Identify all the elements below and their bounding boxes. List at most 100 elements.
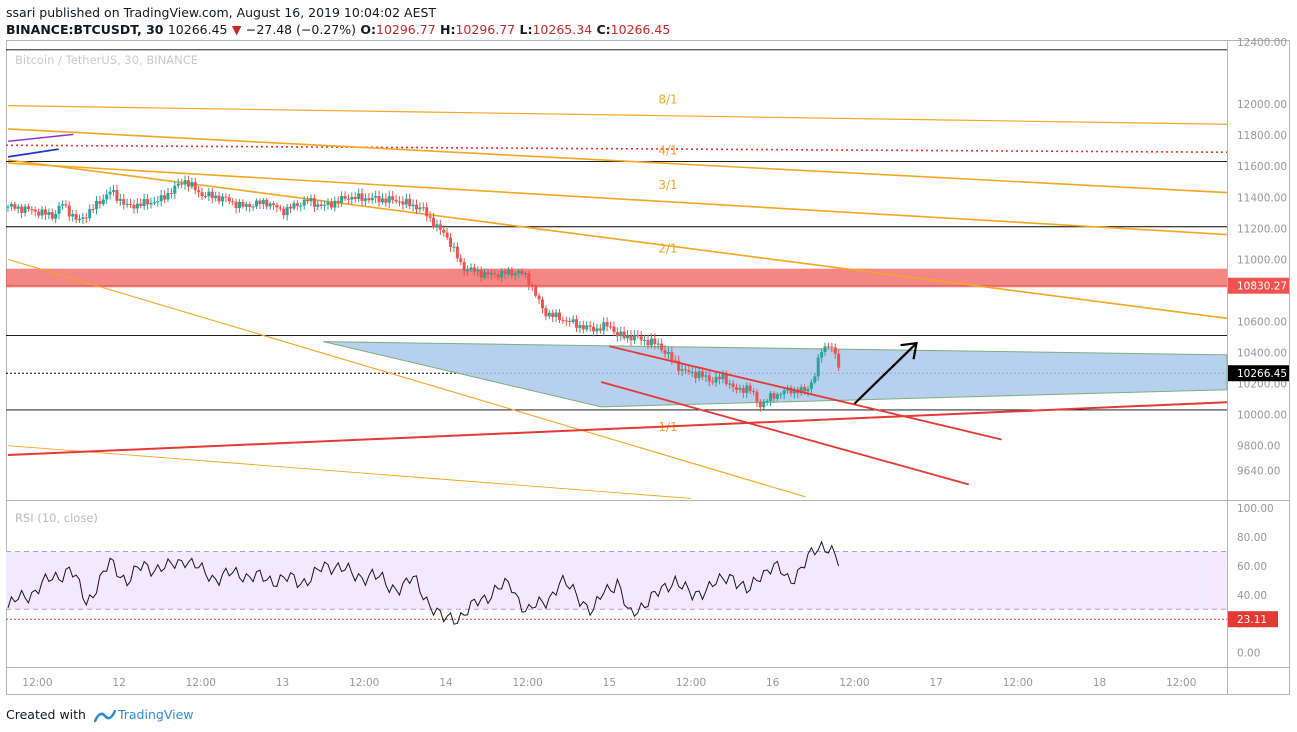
- rsi-tick-label: 40.00: [1237, 590, 1267, 602]
- candle-body: [663, 350, 667, 354]
- candle-body: [724, 374, 728, 385]
- candle-body: [683, 369, 687, 371]
- fib-fan-line: [7, 258, 806, 498]
- candle-body: [391, 196, 395, 200]
- candle-body: [261, 199, 265, 205]
- candle-body: [397, 201, 401, 203]
- chart-canvas[interactable]: 8/14/13/12/11/1 12400.0012000.0011800.00…: [0, 0, 1297, 700]
- candle-body: [646, 339, 650, 346]
- candle-body: [251, 206, 255, 208]
- candle-body: [510, 269, 514, 276]
- candle-body: [231, 201, 235, 203]
- created-with-label: Created with: [6, 707, 86, 722]
- candle-body: [476, 269, 480, 272]
- candle-body: [711, 381, 715, 383]
- candle-body: [503, 270, 507, 275]
- candle-body: [500, 270, 504, 278]
- candle-body: [88, 209, 92, 219]
- candle-body: [312, 198, 316, 207]
- candle-body: [169, 192, 173, 194]
- candle-body: [333, 200, 337, 208]
- tradingview-logo-icon: [93, 709, 116, 722]
- candle-body: [564, 320, 568, 322]
- candle-body: [360, 193, 364, 201]
- candle-body: [530, 284, 534, 287]
- candle-body: [694, 371, 698, 379]
- candle-body: [200, 192, 204, 197]
- candle-body: [813, 376, 817, 383]
- candle-body: [319, 204, 323, 206]
- price-tick-label: 11400.00: [1237, 192, 1287, 204]
- candle-body: [629, 335, 633, 341]
- time-tick-label: 15: [603, 677, 616, 689]
- symbol-label[interactable]: BINANCE:BTCUSDT, 30: [6, 22, 164, 37]
- candle-body: [649, 338, 653, 346]
- chart-frame: [6, 40, 1290, 695]
- symbol-ohlc-line: BINANCE:BTCUSDT, 30 10266.45 ▼ −27.48 (−…: [6, 22, 670, 37]
- candle-body: [394, 199, 398, 202]
- fib-label: 4/1: [658, 144, 677, 158]
- time-tick-label: 16: [766, 677, 780, 689]
- low-label: L:: [519, 22, 533, 37]
- candle-body: [142, 198, 146, 207]
- price-change: −27.48 (−0.27%): [245, 22, 357, 37]
- candle-body: [418, 207, 422, 210]
- candle-body: [306, 199, 310, 202]
- candle-body: [326, 202, 330, 205]
- candle-body: [677, 360, 681, 371]
- blue-drawing-line: [7, 148, 59, 158]
- candle-body: [823, 346, 827, 352]
- fib-label: 2/1: [658, 241, 677, 255]
- candle-body: [700, 371, 704, 377]
- candle-body: [571, 319, 575, 323]
- candle-body: [639, 336, 643, 341]
- candle-body: [643, 339, 647, 341]
- candle-body: [285, 206, 289, 216]
- price-tick-label: 10600.00: [1237, 316, 1287, 328]
- tradingview-brand-link[interactable]: TradingView: [117, 707, 194, 722]
- candle-body: [57, 205, 61, 214]
- candle-body: [241, 202, 245, 207]
- close-value: 10266.45: [610, 22, 671, 37]
- candle-body: [830, 346, 834, 348]
- candle-body: [387, 196, 391, 203]
- time-tick-label: 12:00: [186, 677, 216, 689]
- candle-body: [26, 206, 30, 210]
- time-tick-label: 12:00: [512, 677, 542, 689]
- candle-body: [408, 198, 412, 207]
- candle-body: [673, 360, 677, 362]
- price-tick-label: 10400.00: [1237, 348, 1287, 360]
- candle-body: [173, 185, 177, 194]
- candle-body: [108, 191, 112, 195]
- candle-body: [84, 217, 88, 219]
- candle-body: [527, 273, 531, 285]
- candle-body: [486, 272, 490, 275]
- candle-body: [401, 201, 405, 205]
- candle-body: [626, 335, 630, 339]
- candle-body: [680, 369, 684, 371]
- candle-body: [758, 401, 762, 408]
- candle-body: [180, 183, 184, 185]
- candle-body: [837, 353, 841, 368]
- candle-body: [809, 382, 813, 389]
- candle-body: [775, 394, 779, 399]
- candle-body: [95, 201, 99, 210]
- last-price: 10266.45: [167, 22, 228, 37]
- candle-body: [438, 224, 442, 230]
- candle-body: [115, 190, 119, 201]
- candle-body: [224, 196, 228, 198]
- candle-body: [455, 246, 459, 259]
- candle-body: [782, 390, 786, 395]
- candle-body: [234, 201, 238, 209]
- candle-body: [687, 370, 691, 372]
- down-arrow-icon: ▼: [231, 22, 242, 37]
- candle-body: [792, 389, 796, 394]
- candle-body: [707, 375, 711, 382]
- candle-body: [112, 190, 116, 192]
- candle-body: [268, 203, 272, 207]
- candle-body: [54, 213, 58, 219]
- candle-body: [653, 338, 657, 345]
- candle-body: [520, 270, 524, 274]
- candle-body: [43, 209, 47, 215]
- candle-body: [40, 209, 44, 216]
